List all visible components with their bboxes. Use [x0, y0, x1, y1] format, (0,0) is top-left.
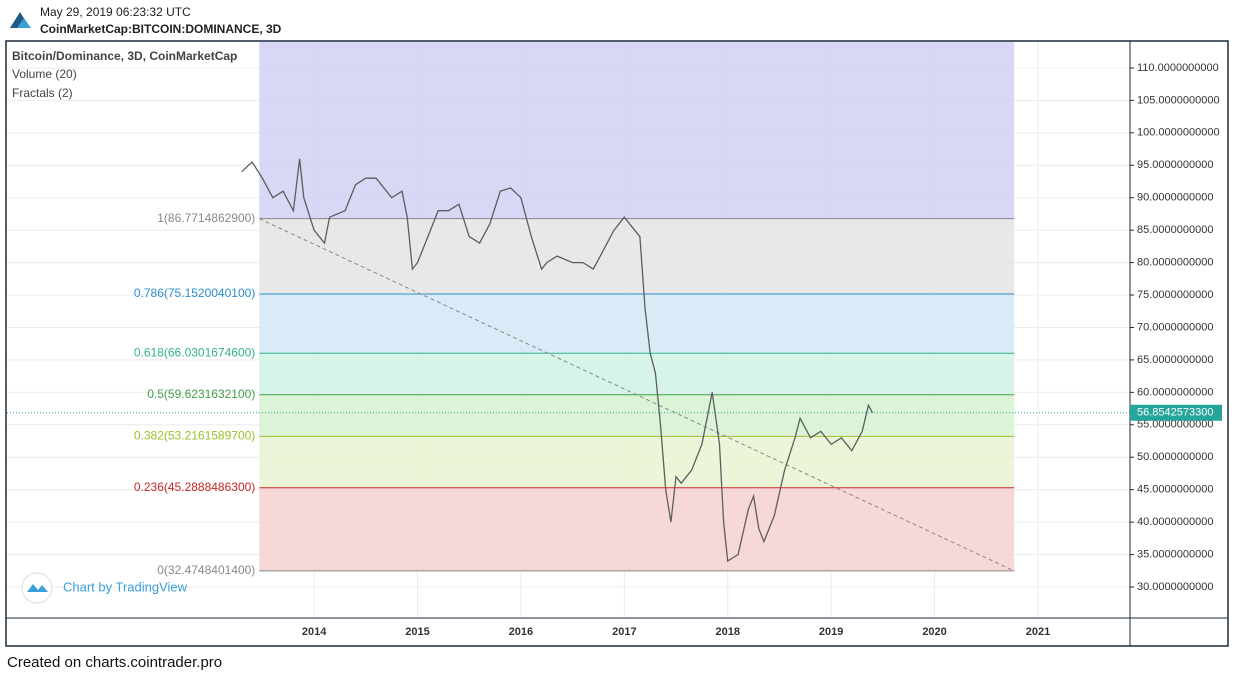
- fib-band: [259, 42, 1015, 219]
- fib-band: [259, 487, 1015, 571]
- y-tick-label: 90.0000000000: [1137, 192, 1213, 204]
- y-tick-label: 45.0000000000: [1137, 484, 1213, 496]
- trendline: [259, 218, 1015, 572]
- chart-title: Bitcoin/Dominance, 3D, CoinMarketCap: [12, 49, 237, 63]
- footer: Created on charts.cointrader.pro: [7, 654, 222, 671]
- y-tick-label: 65.0000000000: [1137, 354, 1213, 366]
- timestamp: May 29, 2019 06:23:32 UTC: [40, 5, 191, 19]
- logo: [17, 18, 31, 28]
- y-tick-label: 70.0000000000: [1137, 321, 1213, 333]
- y-tick-label: 30.0000000000: [1137, 581, 1213, 593]
- indicator: Volume (20): [12, 67, 77, 81]
- y-tick-label: 100.0000000000: [1137, 127, 1220, 139]
- x-tick-label: 2014: [302, 626, 327, 638]
- y-tick-label: 75.0000000000: [1137, 289, 1213, 301]
- x-tick-label: 2019: [819, 626, 843, 638]
- x-tick-label: 2018: [716, 626, 740, 638]
- y-tick-label: 110.0000000000: [1137, 62, 1219, 74]
- y-tick-label: 105.0000000000: [1137, 94, 1220, 106]
- y-tick-label: 80.0000000000: [1137, 256, 1213, 268]
- y-tick-label: 85.0000000000: [1137, 224, 1213, 236]
- watermark-logo: [27, 584, 48, 592]
- symbol: CoinMarketCap:BITCOIN:DOMINANCE, 3D: [40, 22, 282, 36]
- fib-label: 0.236(45.2888486300): [134, 480, 255, 494]
- y-tick-label: 95.0000000000: [1137, 159, 1213, 171]
- fib-label: 1(86.7714862900): [157, 211, 255, 225]
- watermark-logo: [21, 572, 53, 604]
- x-tick-label: 2020: [922, 626, 946, 638]
- indicator: Fractals (2): [12, 86, 73, 100]
- last-price-label: 56.8542573300: [1137, 407, 1213, 419]
- watermark[interactable]: Chart by TradingView: [63, 579, 188, 594]
- fib-band: [259, 394, 1015, 437]
- y-tick-label: 35.0000000000: [1137, 548, 1213, 560]
- fib-band: [259, 436, 1015, 488]
- y-tick-label: 55.0000000000: [1137, 419, 1213, 431]
- fib-label: 0.5(59.6231632100): [147, 387, 255, 401]
- fib-label: 0.382(53.2161589700): [134, 429, 255, 443]
- fib-band: [259, 294, 1015, 354]
- price-line: [241, 158, 874, 563]
- x-tick-label: 2021: [1026, 626, 1050, 638]
- fib-label: 0.618(66.0301674600): [134, 345, 255, 359]
- fib-label: 0(32.4748401400): [157, 563, 255, 577]
- last-price-box: [1130, 404, 1222, 421]
- plot: [7, 42, 1130, 618]
- x-tick-label: 2017: [612, 626, 636, 638]
- fib-label: 0.786(75.1520040100): [134, 286, 255, 300]
- y-tick-label: 40.0000000000: [1137, 516, 1213, 528]
- y-tick-label: 60.0000000000: [1137, 386, 1213, 398]
- frame: [5, 40, 1229, 647]
- y-tick-label: 50.0000000000: [1137, 451, 1213, 463]
- fib-band: [259, 353, 1015, 395]
- x-tick-label: 2015: [405, 626, 429, 638]
- x-tick-label: 2016: [509, 626, 533, 638]
- fib-band: [259, 218, 1015, 295]
